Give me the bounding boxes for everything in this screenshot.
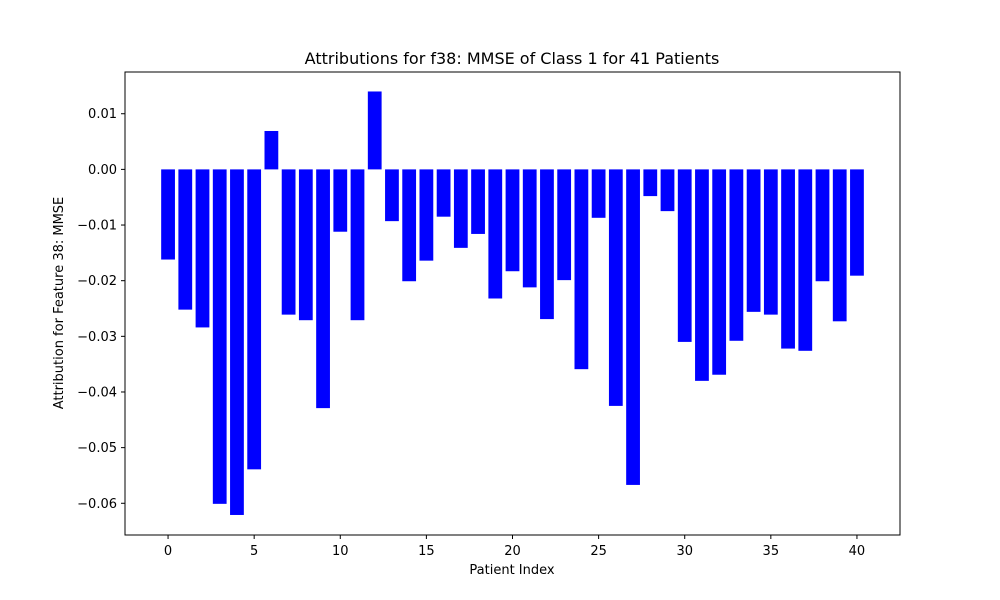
bar-patient-16 — [436, 169, 451, 217]
bar-patient-34 — [746, 169, 761, 312]
bar-patient-27 — [626, 169, 640, 485]
y-tick-label: −0.05 — [77, 441, 117, 456]
bar-patient-23 — [557, 169, 572, 281]
bar-patient-33 — [729, 169, 744, 341]
bar-patient-30 — [677, 169, 692, 342]
bar-patient-22 — [540, 169, 554, 320]
bar-patient-13 — [385, 169, 399, 222]
x-tick-label: 20 — [504, 544, 521, 559]
bar-patient-18 — [471, 169, 485, 234]
bar-patient-19 — [488, 169, 503, 299]
y-tick-label: −0.01 — [77, 219, 117, 234]
bar-patient-28 — [643, 169, 658, 197]
x-tick-label: 30 — [676, 544, 693, 559]
x-tick-label: 35 — [763, 544, 780, 559]
bar-patient-5 — [247, 169, 262, 470]
y-tick-label: −0.02 — [77, 274, 117, 289]
bar-patient-0 — [161, 169, 175, 260]
bar-patient-9 — [316, 169, 330, 409]
bar-patient-17 — [453, 169, 468, 248]
bar-patient-32 — [712, 169, 727, 375]
bar-patient-6 — [264, 130, 279, 170]
bar-patient-3 — [212, 169, 227, 504]
bar-patient-29 — [660, 169, 675, 212]
bar-patient-31 — [695, 169, 709, 381]
bar-patient-24 — [574, 169, 589, 370]
y-axis-label: Attribution for Feature 38: MMSE — [52, 197, 67, 410]
bar-patient-7 — [281, 169, 296, 315]
y-tick-label: −0.04 — [77, 385, 117, 400]
bar-patient-12 — [367, 91, 382, 170]
bar-patient-21 — [522, 169, 537, 288]
x-axis-ticks: 0 5 10 15 20 25 30 35 40 — [164, 535, 865, 559]
bar-patient-26 — [608, 169, 623, 406]
y-tick-label: 0.01 — [88, 107, 117, 122]
x-axis-label: Patient Index — [469, 563, 554, 578]
bar-patient-35 — [763, 169, 778, 315]
y-tick-label: −0.03 — [77, 330, 117, 345]
bar-patient-11 — [350, 169, 365, 321]
bar-patient-1 — [178, 169, 193, 310]
x-tick-label: 10 — [332, 544, 349, 559]
bar-patient-36 — [781, 169, 795, 349]
bar-patient-37 — [798, 169, 813, 351]
y-tick-label: 0.00 — [88, 163, 117, 178]
bar-patient-39 — [832, 169, 847, 322]
x-tick-label: 25 — [590, 544, 607, 559]
x-tick-label: 40 — [849, 544, 866, 559]
x-tick-label: 5 — [250, 544, 258, 559]
bar-patient-20 — [505, 169, 520, 272]
bars-group — [161, 91, 864, 515]
chart-title: Attributions for f38: MMSE of Class 1 fo… — [305, 49, 720, 68]
x-tick-label: 15 — [418, 544, 435, 559]
bar-patient-14 — [402, 169, 417, 282]
y-axis-ticks: 0.01 0.00 −0.01 −0.02 −0.03 −0.04 −0.05 −0.06 — [77, 107, 125, 512]
plot-frame — [124, 71, 901, 536]
bar-patient-10 — [333, 169, 348, 232]
bar-patient-2 — [195, 169, 210, 328]
x-tick-label: 0 — [164, 544, 172, 559]
bar-patient-4 — [230, 169, 244, 515]
y-tick-label: −0.06 — [77, 497, 117, 512]
bar-patient-25 — [591, 169, 606, 218]
bar-patient-40 — [850, 169, 864, 276]
bar-patient-15 — [419, 169, 434, 261]
bar-patient-8 — [298, 169, 313, 321]
bar-patient-38 — [815, 169, 830, 282]
